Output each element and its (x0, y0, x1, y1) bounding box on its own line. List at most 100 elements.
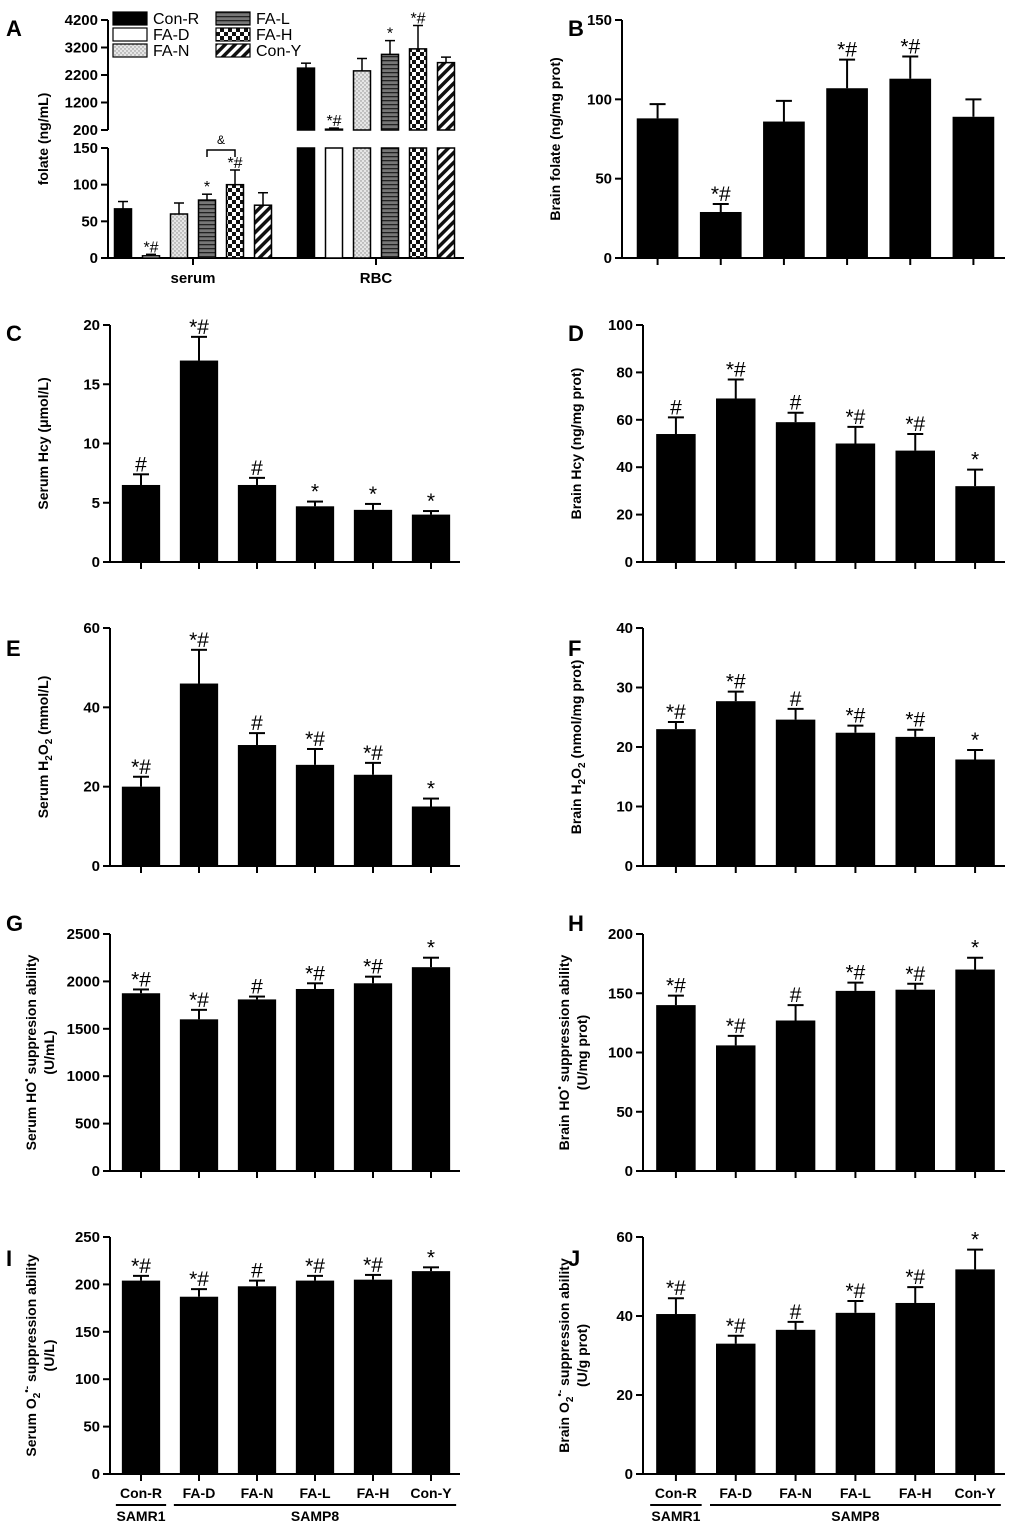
bar-A-serum-Con-Y (253, 204, 273, 259)
significance-label-E-Con-Y: * (427, 778, 435, 801)
bar-F-FA-D (716, 701, 756, 866)
significance-label-J-Con-Y: * (971, 1229, 979, 1252)
significance-label-E-FA-L: *# (305, 728, 325, 751)
chart-C: 0 5 10 15 20 # *# # * * * (83, 316, 460, 571)
chart-B: 0 50 100 150 *# *# *# (587, 12, 1005, 267)
y-tick-label-J: 0 (625, 1466, 633, 1483)
group-label-samr1-I: SAMR1 (116, 1508, 165, 1524)
y-axis-label-C: Serum Hcy (μmol/L) (35, 377, 51, 509)
bar-G-FA-H (353, 983, 393, 1171)
bar-B-FA-H (889, 78, 932, 258)
significance-label-H-FA-H: *# (905, 963, 925, 986)
significance-label-A-serum-FA-D: *# (143, 239, 158, 256)
significance-label-G-Con-R: *# (131, 968, 151, 991)
bar-H-FA-L (835, 990, 876, 1171)
bar-J-FA-L (835, 1312, 876, 1474)
bar-C-FA-D (179, 360, 219, 562)
category-label-J-Con-Y: Con-Y (954, 1485, 996, 1501)
y-tick-label-I: 250 (75, 1229, 100, 1246)
y-tick-label-A: 50 (81, 213, 98, 230)
y-axis-label-B: Brain folate (ng/mg prot) (547, 57, 563, 220)
y-axis-label-D: Brain Hcy (ng/mg prot) (568, 368, 584, 520)
significance-label-B-FA-D: *# (711, 183, 731, 206)
y-axis-label-E: Serum H2O2 (mmol/L) (35, 676, 55, 819)
chart-H: 0 50 100 150 200 *# *# # *# *# * (608, 926, 1005, 1180)
bar-A-serum-Con-R (113, 208, 133, 259)
y-tick-label-B: 0 (604, 250, 612, 267)
bar-E-FA-H (353, 774, 393, 866)
bar-H-Con-Y (955, 969, 995, 1171)
legend-label-Con-R: Con-R (153, 11, 199, 28)
y-tick-label-D: 0 (625, 554, 633, 571)
category-label-J-FA-L: FA-L (840, 1485, 872, 1501)
bar-upper-A-RBC-FA-N (352, 70, 372, 131)
bar-I-FA-L (295, 1280, 335, 1474)
significance-label-A-serum-FA-H: *# (227, 155, 242, 172)
significance-label-D-FA-D: *# (726, 359, 746, 382)
y-axis-label-G: Serum HO• suppresion ability (22, 954, 39, 1150)
chart-J: 0 20 40 60 *# Con-R *# FA-D # FA-N *# FA-L *# FA-H * Co… (616, 1229, 1005, 1524)
significance-label-J-FA-N: # (790, 1301, 802, 1324)
significance-label-J-FA-H: *# (905, 1266, 925, 1289)
y-tick-label-C: 5 (92, 495, 100, 512)
y-tick-label-D: 20 (616, 507, 633, 524)
group-label-samr1-J: SAMR1 (651, 1508, 700, 1524)
bar-D-FA-D (716, 398, 756, 562)
bar-upper-A-RBC-FA-H (408, 48, 428, 131)
bar-A-RBC-FA-D (324, 147, 344, 259)
bar-A-RBC-FA-H (408, 147, 428, 259)
chart-E: 0 20 40 60 *# *# # *# *# * (83, 620, 460, 875)
bar-G-FA-L (295, 988, 335, 1171)
panel-label-J: J (568, 1246, 580, 1271)
significance-label-H-Con-Y: * (971, 937, 979, 960)
y-tick-label-H: 150 (608, 985, 633, 1002)
category-label-I-FA-L: FA-L (299, 1485, 331, 1501)
bar-I-FA-D (179, 1296, 219, 1474)
bar-A-RBC-FA-L (380, 147, 400, 259)
y-tick-label-G: 2000 (67, 973, 100, 990)
bar-B-FA-N (763, 121, 805, 259)
bar-G-Con-R (121, 993, 161, 1171)
bar-A-RBC-Con-R (296, 147, 316, 259)
panel-label-D: D (568, 321, 584, 346)
significance-label-I-FA-D: *# (189, 1268, 209, 1291)
bar-C-FA-L (295, 506, 335, 562)
y-tick-label-E: 40 (83, 699, 100, 716)
bar-A-RBC-Con-Y (436, 147, 456, 259)
category-label-J-FA-D: FA-D (719, 1485, 752, 1501)
bar-G-Con-Y (411, 967, 451, 1171)
group-label-A-RBC: RBC (360, 270, 393, 287)
bar-F-Con-Y (955, 759, 995, 866)
legend-label-FA-H: FA-H (256, 27, 292, 44)
y-tick-label-G: 2500 (67, 926, 100, 943)
y-tick-label-I: 200 (75, 1276, 100, 1293)
y-tick-label-E: 20 (83, 779, 100, 796)
bar-I-Con-Y (411, 1271, 451, 1474)
bar-F-FA-H (895, 736, 935, 866)
significance-label-F-FA-H: *# (905, 709, 925, 732)
y-tick-label-J: 20 (616, 1387, 633, 1404)
significance-label-J-FA-D: *# (726, 1315, 746, 1338)
chart-A: 200 1200 2200 3200 4200 0 50 100 150 serum *# * *# RB… (65, 11, 464, 287)
y-axis-label-line2-H: (U/mg prot) (574, 1015, 590, 1090)
y-tick-label-I: 0 (92, 1466, 100, 1483)
legend-label-FA-D: FA-D (153, 27, 189, 44)
legend-swatch-FA-D (112, 27, 148, 42)
significance-label-G-Con-Y: * (427, 937, 435, 960)
significance-label-I-FA-N: # (251, 1260, 263, 1283)
y-axis-label-F: Brain H2O2 (nmol/mg prot) (568, 660, 588, 834)
y-tick-label-G: 1000 (67, 1068, 100, 1085)
legend-swatch-Con-R (112, 11, 148, 26)
y-axis-label-line2-J: (U/g prot) (574, 1324, 590, 1387)
legend-swatch-FA-N (112, 43, 148, 58)
y-tick-label-I: 100 (75, 1371, 100, 1388)
legend-label-Con-Y: Con-Y (256, 43, 302, 60)
significance-label-F-FA-N: # (790, 688, 802, 711)
y-tick-label-A: 200 (73, 122, 98, 139)
panel-label-I: I (6, 1246, 12, 1271)
y-tick-label-G: 500 (75, 1116, 100, 1133)
y-tick-label-A: 1200 (65, 95, 98, 112)
y-tick-label-F: 0 (625, 858, 633, 875)
significance-label-E-Con-R: *# (131, 756, 151, 779)
